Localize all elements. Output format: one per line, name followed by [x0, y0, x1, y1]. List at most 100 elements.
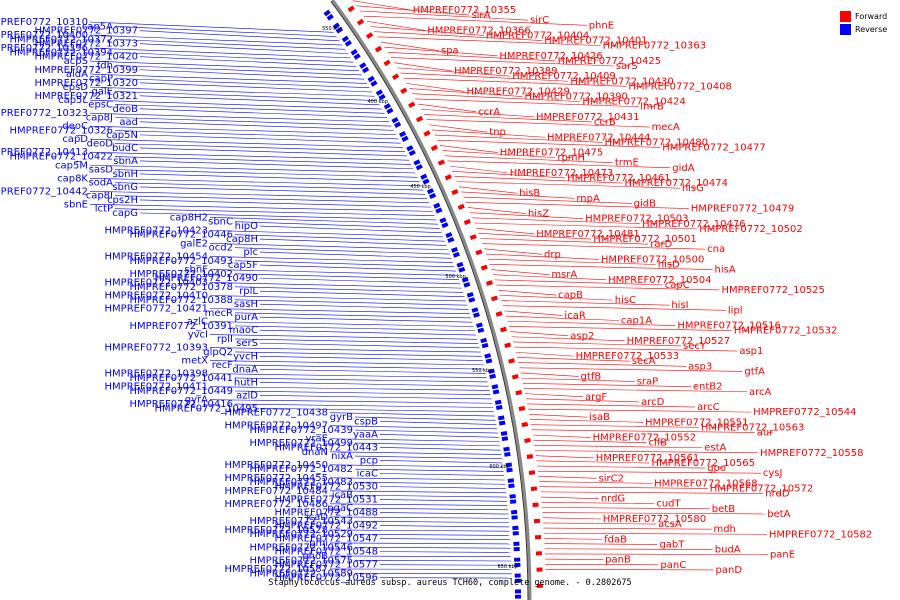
reverse-gene-leader [89, 191, 428, 199]
reverse-gene-leader [259, 395, 492, 400]
forward-gene-label: secY [683, 341, 707, 352]
forward-gene-label: drp [544, 249, 561, 260]
reverse-gene-label: HMPREF0772_10543 [250, 516, 353, 527]
forward-gene-label: capB [558, 290, 583, 301]
reverse-gene-label: aad [119, 117, 138, 128]
reverse-gene-leader [139, 186, 426, 195]
forward-gene-leader [545, 563, 659, 566]
forward-gene-leader [540, 491, 764, 494]
reverse-gene-leader [114, 39, 346, 50]
reverse-gene-leader [234, 377, 488, 383]
reverse-gene-glyph [408, 149, 416, 157]
reverse-gene-leader [379, 499, 508, 502]
reverse-gene-leader [234, 299, 468, 306]
forward-gene-label: HMPREF0772_10558 [760, 448, 863, 459]
reverse-gene-label: HMPREF0772_10397 [35, 26, 138, 37]
forward-gene-label: cap1A [621, 315, 652, 326]
forward-gene-glyph [356, 18, 365, 26]
forward-gene-glyph [374, 45, 383, 53]
reverse-gene-label: vraE [306, 434, 328, 445]
forward-gene-glyph [495, 311, 503, 317]
forward-gene-leader [439, 145, 498, 153]
forward-gene-leader [390, 57, 614, 67]
legend: Forward Reverse [840, 10, 887, 36]
reverse-gene-leader [89, 112, 390, 123]
reverse-gene-leader [114, 117, 392, 127]
reverse-gene-leader [114, 130, 399, 140]
forward-gene-glyph [508, 358, 515, 364]
reverse-gene-leader [89, 125, 397, 135]
reverse-gene-leader [89, 73, 367, 84]
forward-gene-label: rarD [650, 239, 672, 250]
reverse-gene-leader [354, 455, 502, 459]
reverse-gene-label: pmi [309, 538, 328, 549]
forward-gene-label: asp2 [570, 331, 594, 342]
reverse-gene-label: azlD [236, 390, 258, 401]
forward-gene-label: gtfA [744, 366, 765, 377]
reverse-gene-leader [234, 325, 475, 332]
reverse-gene-glyph [415, 164, 423, 171]
reverse-gene-glyph [481, 342, 489, 349]
forward-gene-leader [543, 522, 657, 525]
forward-gene-label: HMPREF0772_10430 [570, 76, 673, 87]
reverse-gene-glyph [353, 53, 361, 60]
reverse-gene-glyph [433, 202, 441, 209]
reverse-gene-label: HMPREF0772_10310 [0, 17, 88, 28]
reverse-gene-leader [209, 217, 439, 225]
reverse-gene-leader [329, 425, 498, 430]
forward-gene-label: aur [757, 427, 774, 438]
reverse-gene-leader [234, 221, 440, 229]
reverse-gene-leader [379, 512, 509, 515]
reverse-gene-glyph [485, 358, 493, 364]
reverse-gene-leader [114, 52, 354, 63]
reverse-gene-label: HMPREF0772_10423 [105, 225, 208, 236]
reverse-gene-glyph [506, 467, 513, 473]
reverse-gene-leader [114, 78, 370, 89]
forward-gene-label: HMPREF0772_10502 [699, 224, 802, 235]
reverse-gene-glyph [413, 159, 421, 166]
scale-tick-label: 600 kbp [489, 464, 509, 470]
reverse-gene-label: HMPREF0772_10454 [105, 251, 208, 262]
reverse-gene-label: HMPREF0772_10577 [275, 560, 378, 571]
reverse-gene-glyph [503, 446, 510, 452]
forward-gene-label: sraP [637, 377, 658, 388]
reverse-gene-glyph [332, 22, 340, 30]
reverse-gene-label: sbnH [113, 169, 138, 180]
forward-gene-leader [377, 36, 601, 46]
forward-gene-leader [528, 408, 752, 413]
forward-gene-label: arcA [749, 387, 772, 398]
reverse-gene-leader [234, 286, 464, 293]
reverse-gene-leader [379, 564, 512, 566]
reverse-gene-leader [259, 238, 447, 246]
reverse-gene-glyph [441, 222, 449, 229]
reverse-gene-label: hutH [234, 377, 258, 388]
reverse-gene-leader [114, 169, 418, 178]
reverse-gene-leader [354, 533, 510, 536]
reverse-gene-label: epsD [63, 82, 89, 93]
forward-gene-leader [518, 362, 687, 367]
reverse-gene-leader [354, 546, 511, 549]
reverse-gene-label: capP [89, 73, 113, 84]
forward-gene-label: capC [665, 280, 690, 291]
reverse-gene-glyph [501, 436, 509, 442]
forward-gene-label: lipl [728, 305, 743, 316]
forward-gene-leader [544, 548, 713, 550]
forward-gene-glyph [515, 390, 523, 396]
reverse-gene-leader [354, 494, 507, 498]
reverse-gene-leader [114, 208, 435, 216]
reverse-gene-leader [354, 429, 498, 434]
forward-gene-leader [513, 341, 682, 347]
reverse-gene-glyph [386, 107, 394, 115]
forward-gene-glyph [526, 454, 534, 459]
reverse-gene-label: rplI [217, 334, 233, 345]
reverse-gene-leader [114, 91, 378, 101]
forward-gene-label: HMPREF0772_10444 [547, 132, 650, 143]
forward-gene-label: HMPREF0772_10366 [427, 25, 530, 36]
reverse-gene-label: HMPREF0772_10438 [225, 408, 328, 419]
reverse-gene-label: gyrB [330, 412, 353, 423]
reverse-gene-label: HMPREF0772_10420 [35, 52, 138, 63]
forward-gene-leader [514, 346, 738, 352]
forward-gene-label: entB2 [693, 382, 723, 393]
forward-gene-leader [454, 176, 623, 184]
forward-gene-leader [420, 108, 535, 118]
